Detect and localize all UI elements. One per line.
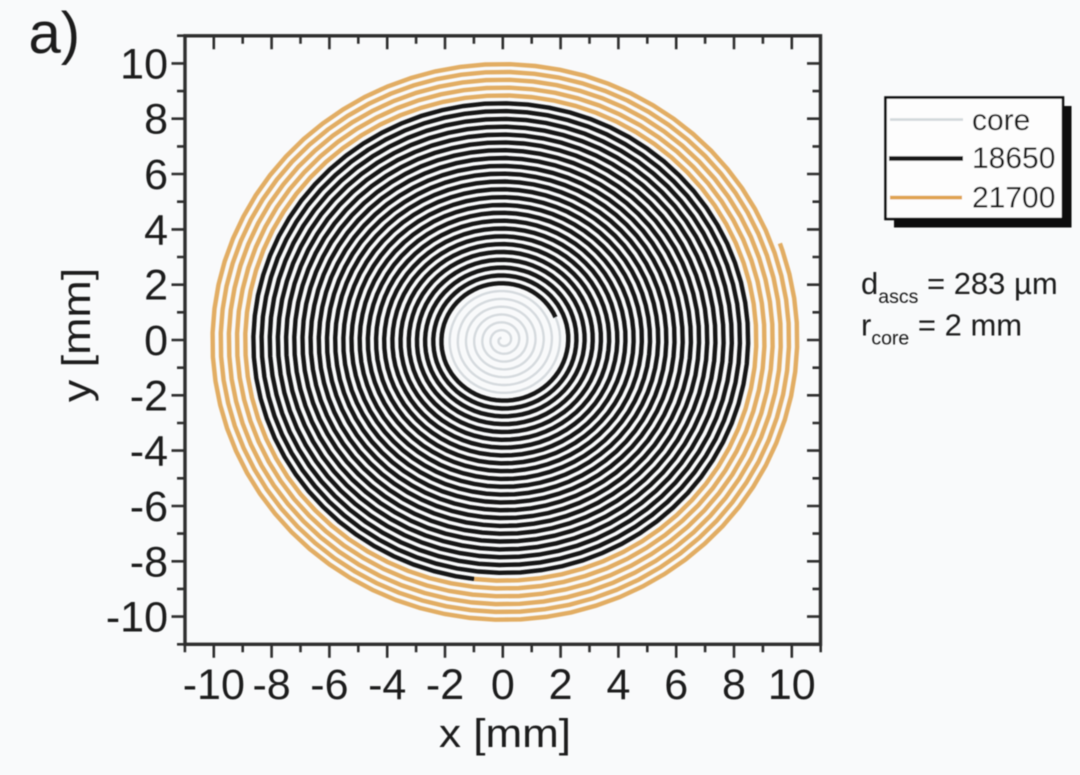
svg-text:-10: -10 [183,661,245,709]
svg-text:-10: -10 [106,594,168,642]
svg-text:2: 2 [144,262,168,310]
svg-text:6: 6 [144,151,168,199]
svg-text:8: 8 [144,96,168,144]
svg-text:0: 0 [491,661,515,709]
svg-text:10: 10 [120,40,168,88]
svg-text:-4: -4 [368,661,406,709]
svg-text:a): a) [29,1,81,66]
svg-text:-8: -8 [252,661,290,709]
svg-text:10: 10 [768,661,816,709]
svg-text:-6: -6 [130,483,168,531]
svg-text:-6: -6 [310,661,348,709]
svg-text:x [mm]: x [mm] [439,711,571,756]
svg-text:4: 4 [606,661,630,709]
svg-text:21700: 21700 [972,182,1055,215]
svg-text:18650: 18650 [972,142,1055,175]
svg-text:6: 6 [664,661,688,709]
svg-text:-2: -2 [130,372,168,420]
svg-text:y [mm]: y [mm] [54,268,98,402]
svg-text:2: 2 [549,661,573,709]
svg-text:-8: -8 [130,538,168,586]
svg-text:core: core [972,104,1030,137]
svg-text:0: 0 [144,317,168,365]
svg-text:-4: -4 [130,428,168,476]
svg-text:-2: -2 [426,661,464,709]
svg-text:4: 4 [144,206,168,254]
svg-text:8: 8 [722,661,746,709]
